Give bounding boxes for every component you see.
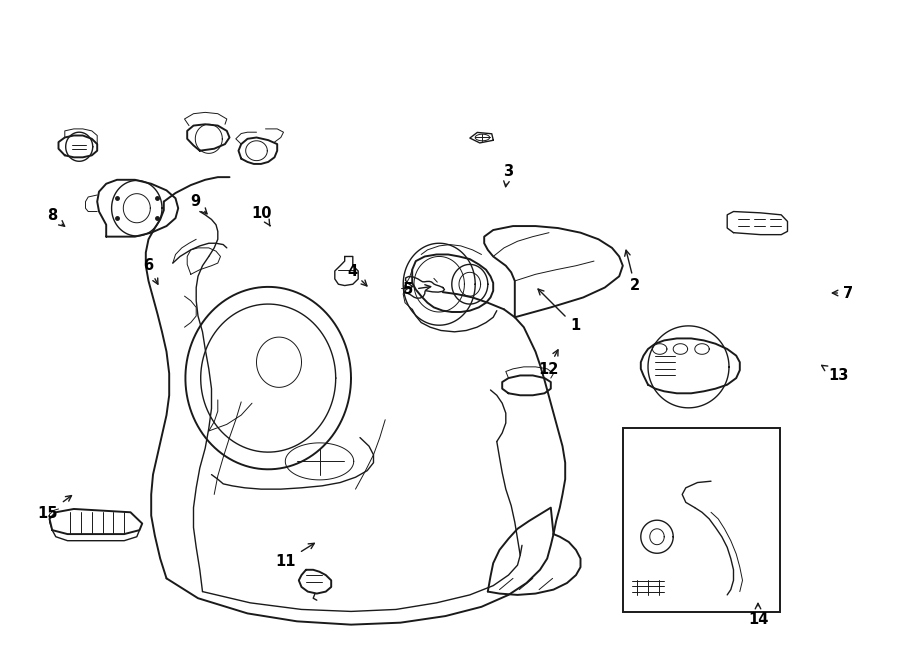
Text: 1: 1 (538, 289, 580, 334)
Text: 12: 12 (538, 350, 558, 377)
Text: 11: 11 (275, 543, 314, 568)
Text: 10: 10 (252, 206, 272, 226)
Text: 13: 13 (822, 366, 848, 383)
Text: 2: 2 (625, 251, 640, 293)
Text: 6: 6 (143, 258, 157, 284)
Text: 9: 9 (190, 194, 207, 214)
Bar (623, 428, 780, 612)
Text: 14: 14 (748, 603, 769, 627)
Text: 7: 7 (832, 286, 853, 301)
Text: 8: 8 (47, 208, 65, 226)
Text: 15: 15 (38, 496, 71, 520)
Text: 5: 5 (403, 282, 431, 297)
Text: 3: 3 (503, 163, 513, 186)
Text: 4: 4 (346, 264, 367, 286)
